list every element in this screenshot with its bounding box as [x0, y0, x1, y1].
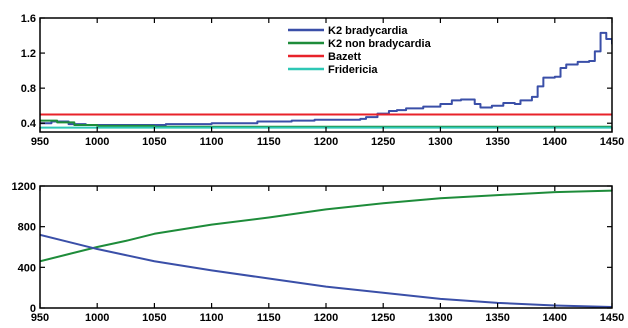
- legend-k2-bradycardia-label: K2 bradycardia: [328, 25, 408, 37]
- legend-k2-non-bradycardia-label: K2 non bradycardia: [328, 38, 432, 50]
- plot-frame: [39, 185, 613, 309]
- x-tick-label: 1200: [314, 136, 338, 148]
- x-tick-label: 1000: [85, 136, 109, 148]
- x-tick-label: 1100: [200, 136, 224, 148]
- x-tick-label: 1300: [428, 136, 452, 148]
- y-tick-label: 1.2: [21, 48, 36, 60]
- x-tick-label: 1400: [543, 136, 567, 148]
- x-tick-label: 950: [31, 136, 49, 148]
- x-tick-label: 1400: [543, 312, 567, 324]
- x-tick-label: 1000: [85, 312, 109, 324]
- y-tick-label: 400: [18, 262, 36, 274]
- y-tick-label: 800: [18, 222, 36, 234]
- x-tick-label: 1250: [371, 312, 395, 324]
- bottom-panel: 950 1000 1050 1100 1150 1200 1250 1300 1350 1400 1…: [12, 181, 625, 324]
- x-tick-label: 950: [31, 312, 49, 324]
- x-tick-label: 1050: [142, 136, 166, 148]
- x-tick-label: 1350: [485, 312, 509, 324]
- series-0-line: [40, 189, 612, 263]
- x-tick-label: 1100: [200, 312, 224, 324]
- x-tick-label: 1150: [257, 136, 281, 148]
- top-panel: 950 1000 1050 1100 1150 1200 1250 1300 1350 1400 1…: [21, 13, 625, 148]
- x-tick-label: 1200: [314, 312, 338, 324]
- y-tick-label: 0.8: [21, 83, 36, 95]
- legend-fridericia-label: Fridericia: [328, 64, 378, 76]
- y-tick-label: 1200: [12, 181, 36, 193]
- y-tick-label: 0.4: [21, 118, 37, 130]
- x-tick-label: 1350: [485, 136, 509, 148]
- y-tick-label: 0: [30, 303, 36, 315]
- x-tick-label: 1050: [142, 312, 166, 324]
- x-tick-label: 1250: [371, 136, 395, 148]
- series-k2-non-bradycardia-line: [40, 119, 612, 128]
- legend-bazett-label: Bazett: [328, 51, 361, 63]
- x-tick-label: 1300: [428, 312, 452, 324]
- series-1-line: [40, 233, 612, 308]
- series-group: [40, 189, 612, 308]
- series-group: [40, 31, 612, 129]
- x-tick-label: 1450: [600, 312, 624, 324]
- x-tick-label: 1150: [257, 312, 281, 324]
- y-tick-label: 1.6: [21, 13, 36, 25]
- x-tick-label: 1450: [600, 136, 624, 148]
- series-k2-bradycardia-line: [40, 31, 612, 126]
